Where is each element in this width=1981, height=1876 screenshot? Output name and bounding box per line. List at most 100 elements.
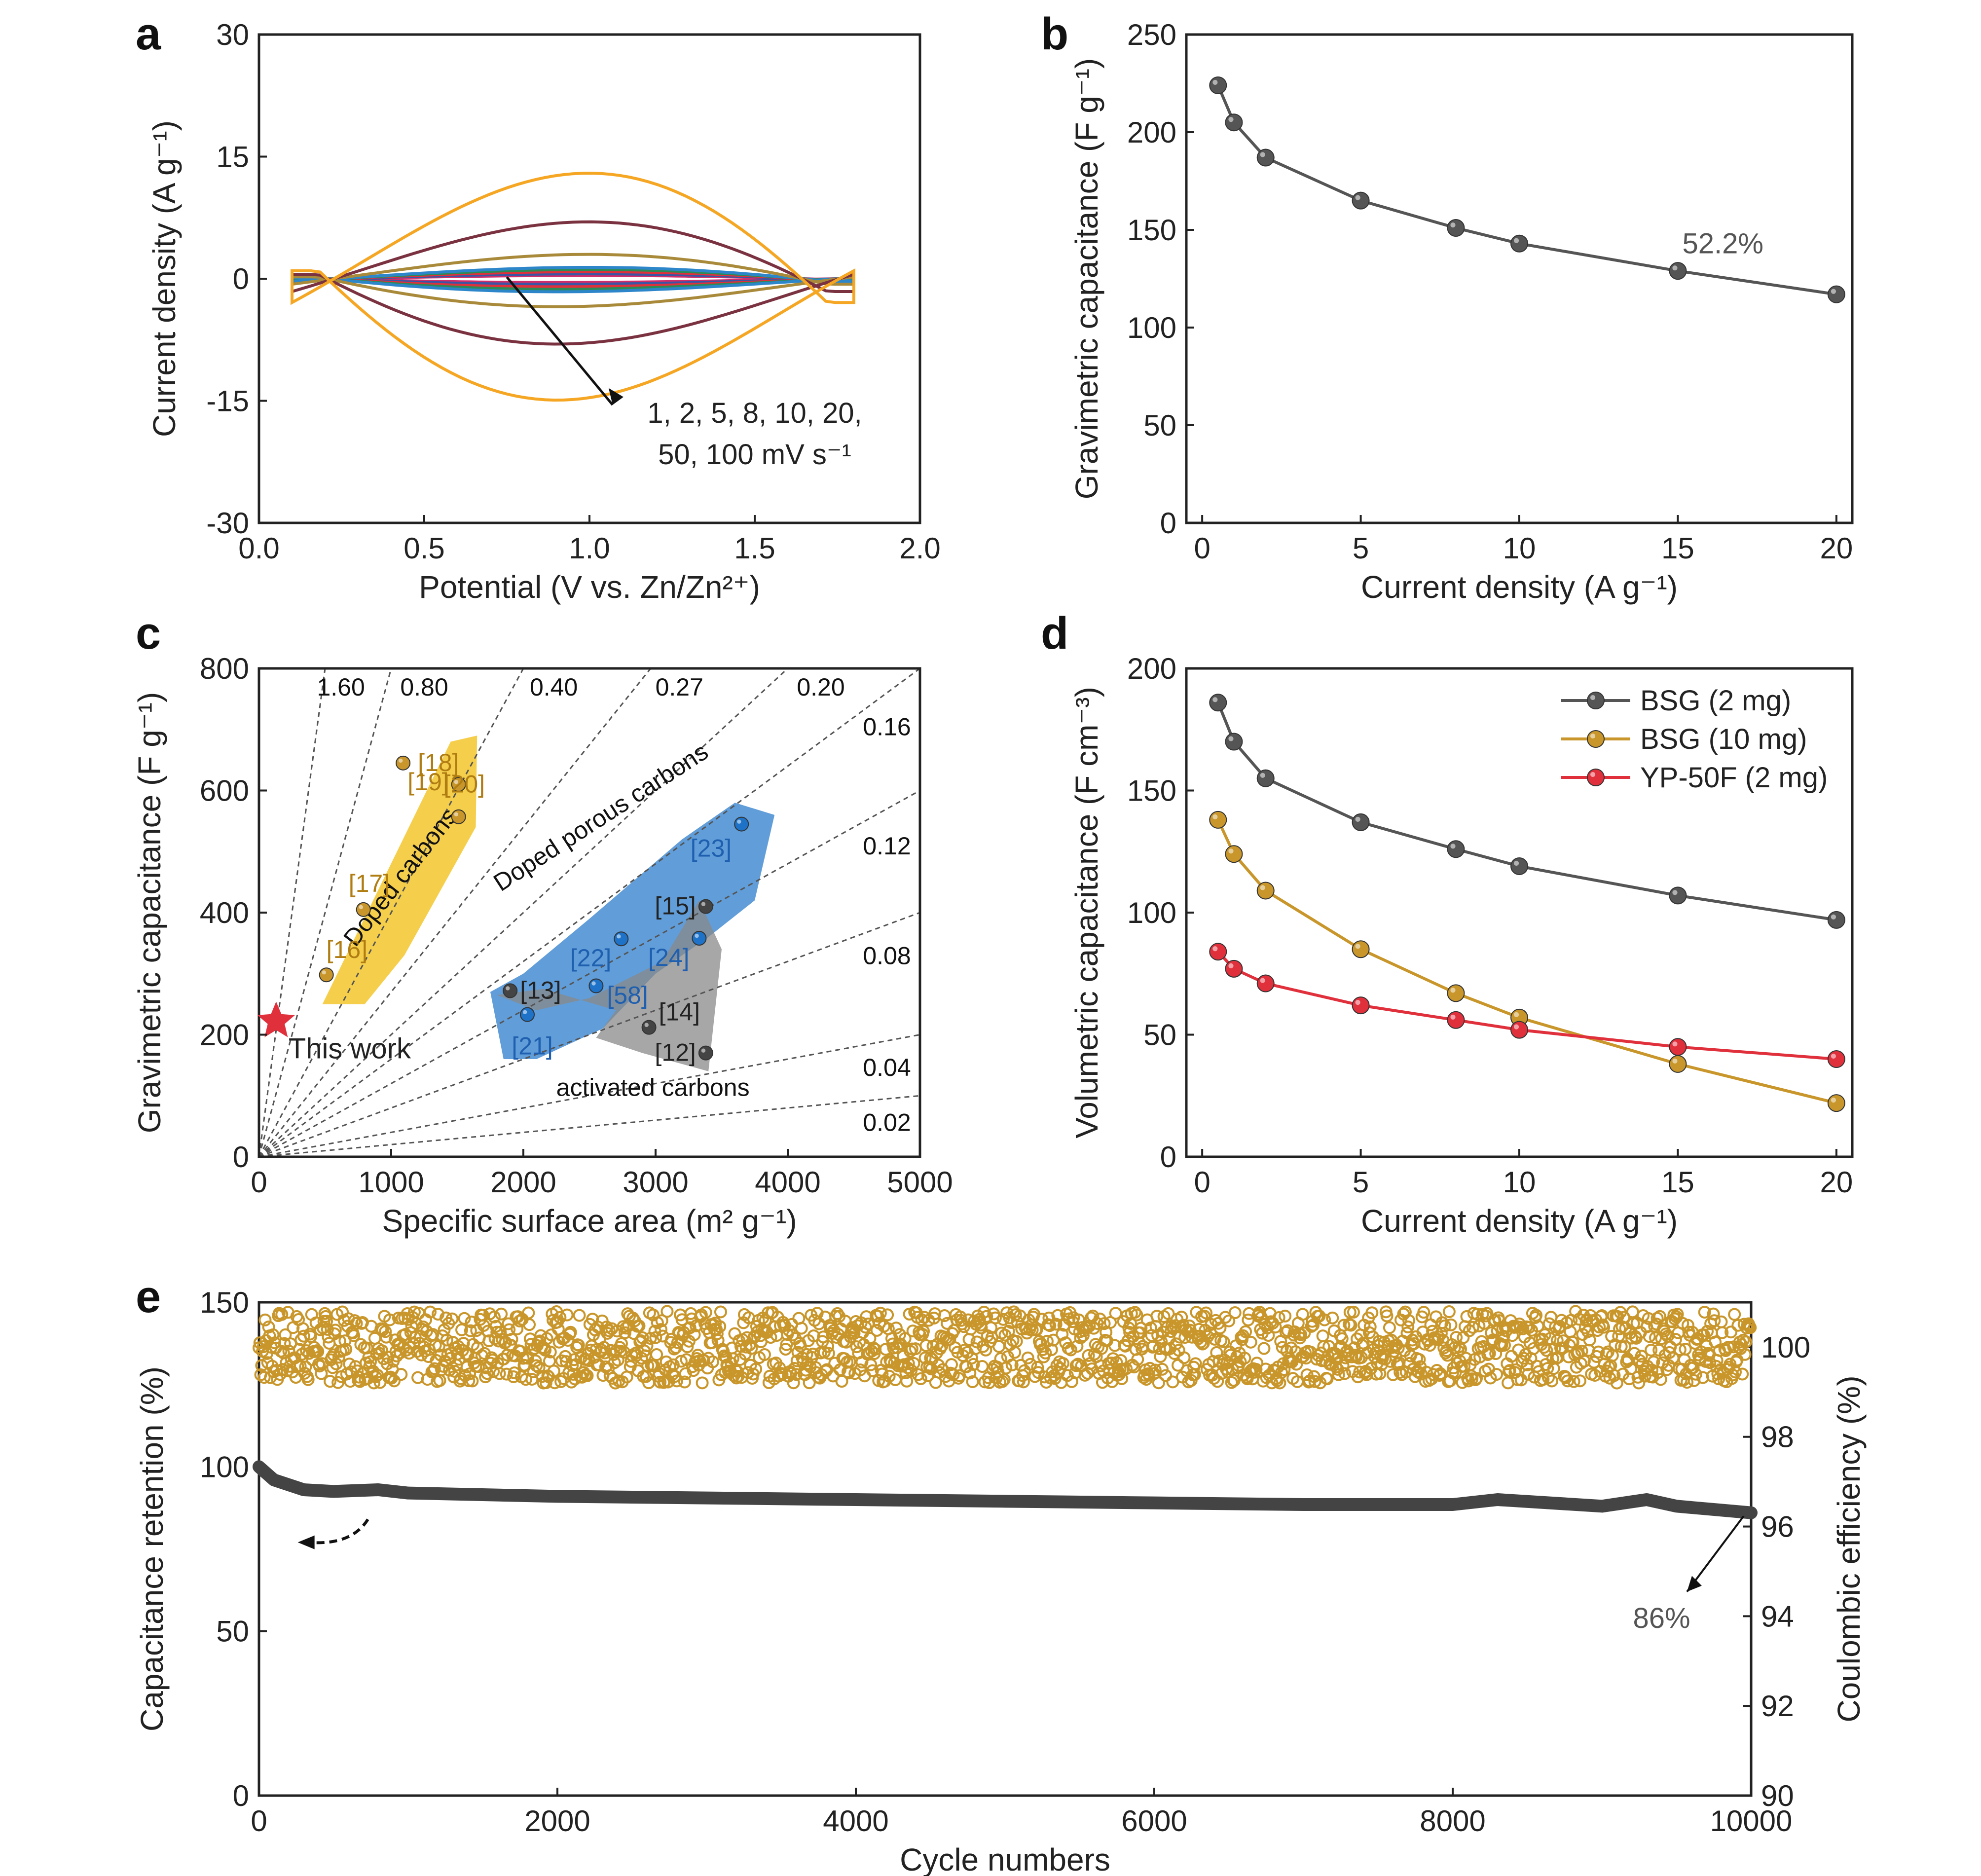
x-tick-label: 0 xyxy=(1194,532,1210,565)
ce-point xyxy=(758,1348,771,1361)
x-tick-label: 10000 xyxy=(1710,1804,1793,1838)
data-point-highlight xyxy=(1355,944,1360,949)
data-point-highlight xyxy=(701,902,706,906)
panel-c: 1.60 0.80 0.40 0.27 0.20 0.16 0.12 0.08 0.04 0.02… xyxy=(132,652,953,1239)
data-point xyxy=(1447,984,1465,1002)
ce-point xyxy=(1210,1346,1223,1359)
ce-point xyxy=(1162,1307,1175,1320)
ce-point xyxy=(298,1366,311,1380)
ce-point xyxy=(1144,1321,1157,1334)
data-point xyxy=(1256,148,1275,167)
data-point xyxy=(698,899,713,914)
ce-point xyxy=(1106,1352,1120,1365)
data-point-highlight xyxy=(1513,1012,1519,1017)
data-point-highlight xyxy=(506,986,510,991)
ce-point xyxy=(1543,1332,1557,1345)
ce-point xyxy=(347,1329,361,1342)
legend-label: YP-50F (2 mg) xyxy=(1640,762,1828,794)
point-ref-label: [16] xyxy=(327,936,367,963)
data-point-highlight xyxy=(1672,265,1678,271)
series-line xyxy=(1216,84,1837,296)
ce-point xyxy=(1365,1306,1379,1320)
ce-point xyxy=(1353,1365,1366,1379)
ce-point xyxy=(749,1362,763,1376)
ce-point xyxy=(1522,1321,1536,1334)
data-point xyxy=(1669,1038,1687,1056)
data-point xyxy=(1447,840,1465,858)
x-tick-label: 4000 xyxy=(755,1166,820,1199)
slope-label: 0.12 xyxy=(863,832,911,860)
data-point-highlight xyxy=(1212,814,1218,820)
x-tick-label: 0.5 xyxy=(404,532,444,565)
retention-series xyxy=(253,1460,1758,1519)
ce-point xyxy=(1583,1333,1596,1347)
x-axis-label: Potential (V vs. Zn/Zn²⁺) xyxy=(419,569,760,605)
ce-point xyxy=(581,1369,594,1382)
x-tick-label: 5000 xyxy=(887,1166,953,1199)
ce-point xyxy=(1104,1316,1117,1329)
data-point xyxy=(692,930,707,946)
panel-letter-b: b xyxy=(1041,9,1068,59)
point-ref-label: [13] xyxy=(520,976,561,1004)
ce-point xyxy=(266,1328,280,1341)
ce-point xyxy=(1043,1319,1057,1332)
data-point xyxy=(698,1045,713,1061)
ce-point xyxy=(495,1307,508,1321)
panel-e: 0 2000 4000 6000 8000 10000 0 50 100 150 Cycle num… xyxy=(134,1286,1867,1876)
slope-line xyxy=(259,668,524,1157)
ce-point xyxy=(1380,1309,1394,1323)
ce-point xyxy=(615,1337,628,1350)
data-point-highlight xyxy=(454,812,458,817)
slope-label: 0.27 xyxy=(656,673,703,701)
ce-point xyxy=(1082,1349,1095,1362)
ce-point xyxy=(1434,1367,1447,1380)
y-tick-label: -15 xyxy=(206,385,249,418)
ce-point xyxy=(871,1310,884,1323)
ce-point xyxy=(326,1361,339,1374)
x-axis-label: Specific surface area (m² g⁻¹) xyxy=(382,1203,797,1239)
x-tick-label: 8000 xyxy=(1420,1804,1485,1838)
ce-point xyxy=(1031,1361,1044,1374)
y2-tick-label: 92 xyxy=(1761,1690,1794,1723)
ce-point xyxy=(775,1368,789,1381)
point-ref-label: [19] xyxy=(407,768,448,796)
ce-point xyxy=(1179,1323,1193,1336)
ce-point xyxy=(1681,1376,1694,1389)
ce-point xyxy=(876,1367,889,1381)
ce-point xyxy=(522,1306,535,1320)
data-point xyxy=(1827,911,1845,929)
ce-point xyxy=(996,1375,1009,1388)
data-point xyxy=(1827,1094,1845,1112)
data-point-highlight xyxy=(1228,736,1234,741)
ce-point xyxy=(1483,1347,1496,1360)
region-doped-carbons xyxy=(322,736,477,1004)
data-point xyxy=(1352,191,1370,210)
left-axis-arrowhead xyxy=(297,1535,315,1549)
ce-point xyxy=(1610,1376,1623,1390)
ce-point xyxy=(297,1329,310,1343)
data-point-highlight xyxy=(522,1010,527,1014)
ce-point xyxy=(675,1313,689,1326)
ce-point xyxy=(1581,1325,1595,1338)
point-ref-label: [12] xyxy=(655,1039,696,1067)
data-point xyxy=(1510,234,1528,253)
ce-point xyxy=(1698,1305,1711,1319)
legend-label: BSG (2 mg) xyxy=(1640,685,1791,717)
ce-point xyxy=(681,1340,694,1354)
retention-final-arrowhead xyxy=(1687,1576,1702,1592)
ce-point xyxy=(511,1322,524,1335)
ce-point xyxy=(1049,1318,1063,1331)
ce-point xyxy=(1318,1313,1331,1326)
data-point-highlight xyxy=(1450,222,1456,228)
data-point-highlight xyxy=(1260,772,1265,778)
ce-point xyxy=(508,1366,521,1380)
ce-point xyxy=(1708,1314,1721,1327)
cv-curve-100-mVs xyxy=(291,172,855,402)
ce-point xyxy=(553,1311,567,1324)
data-point xyxy=(1669,886,1687,905)
slope-line xyxy=(259,790,920,1157)
ce-point xyxy=(329,1324,342,1337)
ce-point xyxy=(523,1318,536,1331)
x-tick-label: 5 xyxy=(1353,532,1369,565)
ce-point xyxy=(650,1348,663,1361)
